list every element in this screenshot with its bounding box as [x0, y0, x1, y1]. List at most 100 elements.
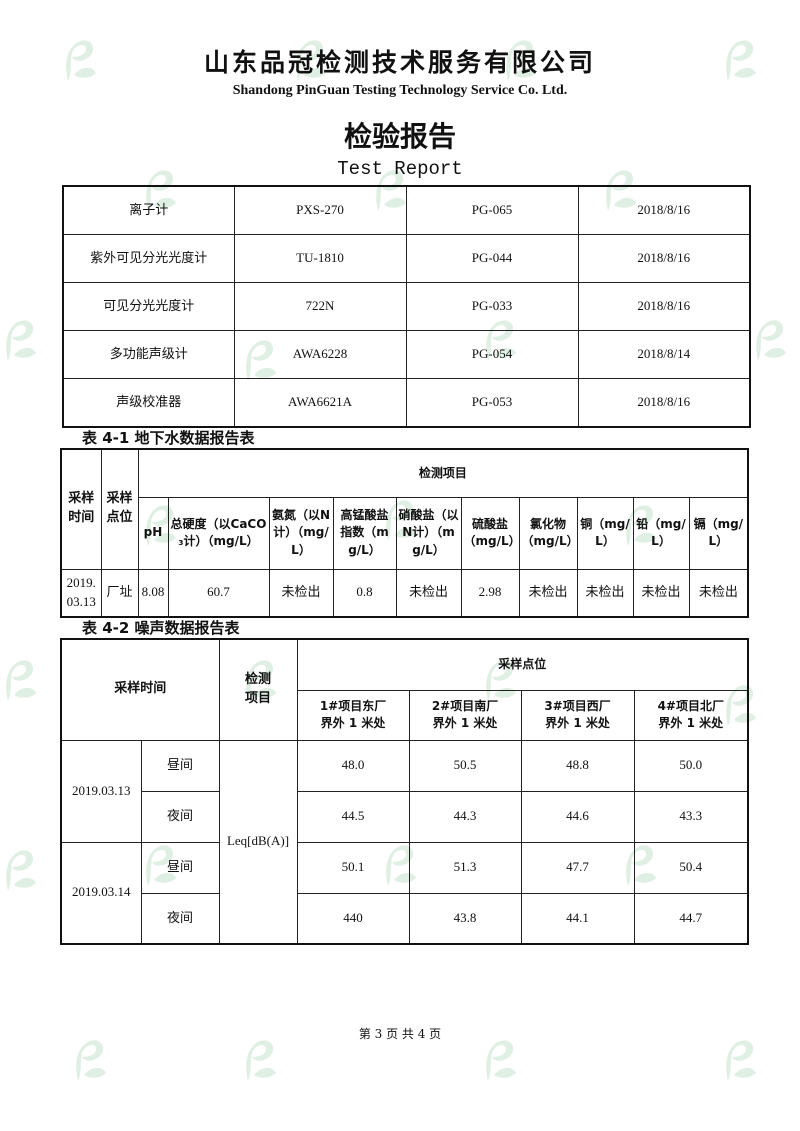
- calibration-date: 2018/8/16: [577, 378, 751, 428]
- sample-site: 厂址: [100, 568, 139, 618]
- company-logo-watermark-icon: [0, 655, 40, 709]
- asset-id: PG-053: [405, 378, 579, 428]
- noise-value: 48.0: [296, 739, 410, 792]
- item-header: pH: [137, 496, 169, 570]
- period: 昼间: [140, 841, 220, 894]
- groundwater-table: 采样时间 采样点位 检测项目 pH 总硬度（以CaCO₃计）（mg/L） 氨氮（以N…: [60, 448, 750, 618]
- item-header: 铅（mg/L）: [632, 496, 690, 570]
- noise-value: 50.4: [633, 841, 749, 894]
- item-value: 未检出: [268, 568, 334, 618]
- company-logo-watermark-icon: [0, 845, 40, 899]
- site-header: 2#项目南厂界外 1 米处: [408, 689, 522, 741]
- equipment-row: 离子计 PXS-270 PG-065 2018/8/16: [62, 185, 751, 235]
- equipment-row: 紫外可见分光光度计 TU-1810 PG-044 2018/8/16: [62, 234, 751, 283]
- noise-value: 43.8: [408, 892, 522, 945]
- period: 夜间: [140, 892, 220, 945]
- noise-row: 2019.03.14 昼间 50.1 51.3 47.7 50.4: [60, 841, 749, 945]
- item-value: 未检出: [632, 568, 690, 618]
- model: PXS-270: [233, 185, 407, 235]
- model: AWA6621A: [233, 378, 407, 428]
- noise-value: 50.1: [296, 841, 410, 894]
- equipment-table: 离子计 PXS-270 PG-065 2018/8/16 紫外可见分光光度计 TU-181…: [62, 185, 751, 428]
- instrument-name: 多功能声级计: [62, 330, 235, 379]
- sample-date: 2019.03.14: [60, 841, 142, 945]
- company-logo-watermark-icon: [480, 1035, 520, 1089]
- item-header: 高锰酸盐指数（mg/L）: [332, 496, 397, 570]
- company-logo-watermark-icon: [290, 35, 330, 89]
- company-logo-watermark-icon: [720, 1035, 760, 1089]
- noise-row: 夜间 440 43.8 44.1 44.7: [61, 892, 749, 945]
- sample-date: 2019.03.13: [60, 739, 142, 843]
- noise-value: 44.7: [633, 892, 749, 945]
- model: 722N: [233, 282, 407, 331]
- col-sample-time: 采样时间: [60, 638, 220, 741]
- item-header: 硝酸盐（以N计）（mg/L）: [395, 496, 462, 570]
- noise-value: 50.0: [633, 739, 749, 792]
- noise-value: 43.3: [633, 790, 749, 843]
- instrument-name: 离子计: [62, 185, 235, 235]
- noise-table: 采样时间 检测项目 采样点位 1#项目东厂界外 1 米处 2#项目南厂界外 1 米…: [60, 638, 750, 945]
- report-body: 离子计 PXS-270 PG-065 2018/8/16 紫外可见分光光度计 TU-181…: [60, 185, 751, 945]
- item-value: 未检出: [395, 568, 462, 618]
- item-header: 硫酸盐（mg/L）: [460, 496, 520, 570]
- company-name-cn: 山东品冠检测技术服务有限公司: [203, 48, 596, 77]
- page-number: 第 3 页 共 4 页: [358, 1027, 442, 1041]
- noise-value: 44.6: [520, 790, 635, 843]
- item-value: 60.7: [167, 568, 270, 618]
- col-group-items: 检测项目: [137, 448, 749, 498]
- asset-id: PG-065: [405, 185, 579, 235]
- equipment-row: 可见分光光度计 722N PG-033 2018/8/16: [62, 282, 751, 331]
- asset-id: PG-054: [405, 330, 579, 379]
- col-sample-time: 采样时间: [60, 448, 102, 570]
- noise-value: 50.5: [408, 739, 522, 792]
- item-value: 未检出: [688, 568, 749, 618]
- report-title-en: Test Report: [337, 158, 463, 180]
- company-logo-watermark-icon: [750, 315, 790, 369]
- calibration-date: 2018/8/16: [577, 282, 751, 331]
- calibration-date: 2018/8/16: [577, 234, 751, 283]
- table2-caption: 表 4-2 噪声数据报告表: [82, 619, 240, 637]
- noise-value: 44.5: [296, 790, 410, 843]
- period: 昼间: [140, 739, 220, 792]
- model: TU-1810: [233, 234, 407, 283]
- instrument-name: 紫外可见分光光度计: [62, 234, 235, 283]
- noise-value: 44.1: [520, 892, 635, 945]
- item-value: 8.08: [137, 568, 169, 618]
- equipment-row: 多功能声级计 AWA6228 PG-054 2018/8/14: [62, 330, 751, 379]
- company-logo-watermark-icon: [500, 35, 540, 89]
- table1-caption: 表 4-1 地下水数据报告表: [82, 429, 255, 447]
- instrument-name: 可见分光光度计: [62, 282, 235, 331]
- site-header: 4#项目北厂界外 1 米处: [633, 689, 749, 741]
- report-title-cn: 检验报告: [343, 120, 456, 153]
- item-value: 0.8: [332, 568, 397, 618]
- period: 夜间: [140, 790, 220, 843]
- noise-value: 440: [296, 892, 410, 945]
- noise-row: 2019.03.13 昼间 Leq[dB(A)] 48.0 50.5 48.8 50.0: [60, 739, 749, 945]
- item-value: 2.98: [460, 568, 520, 618]
- equipment-row: 声级校准器 AWA6621A PG-053 2018/8/16: [62, 378, 751, 428]
- noise-value: 44.3: [408, 790, 522, 843]
- sample-time: 2019.03.13: [60, 568, 102, 618]
- col-test-item: 检测项目: [218, 638, 298, 741]
- item-header: 镉（mg/L）: [688, 496, 749, 570]
- asset-id: PG-044: [405, 234, 579, 283]
- col-group-sites: 采样点位: [296, 638, 749, 691]
- company-name-en: Shandong PinGuan Testing Technology Serv…: [232, 83, 568, 98]
- item-header: 总硬度（以CaCO₃计）（mg/L）: [167, 496, 270, 570]
- company-logo-watermark-icon: [70, 1035, 110, 1089]
- item-value: 未检出: [518, 568, 578, 618]
- noise-value: 48.8: [520, 739, 635, 792]
- site-header: 1#项目东厂界外 1 米处: [296, 689, 410, 741]
- test-item: Leq[dB(A)]: [218, 739, 298, 945]
- model: AWA6228: [233, 330, 407, 379]
- instrument-name: 声级校准器: [62, 378, 235, 428]
- calibration-date: 2018/8/14: [577, 330, 751, 379]
- site-header: 3#项目西厂界外 1 米处: [520, 689, 635, 741]
- company-logo-watermark-icon: [60, 35, 100, 89]
- asset-id: PG-033: [405, 282, 579, 331]
- company-logo-watermark-icon: [0, 315, 40, 369]
- col-sample-site: 采样点位: [100, 448, 139, 570]
- noise-value: 47.7: [520, 841, 635, 894]
- item-header: 氨氮（以N计）（mg/L）: [268, 496, 334, 570]
- calibration-date: 2018/8/16: [577, 185, 751, 235]
